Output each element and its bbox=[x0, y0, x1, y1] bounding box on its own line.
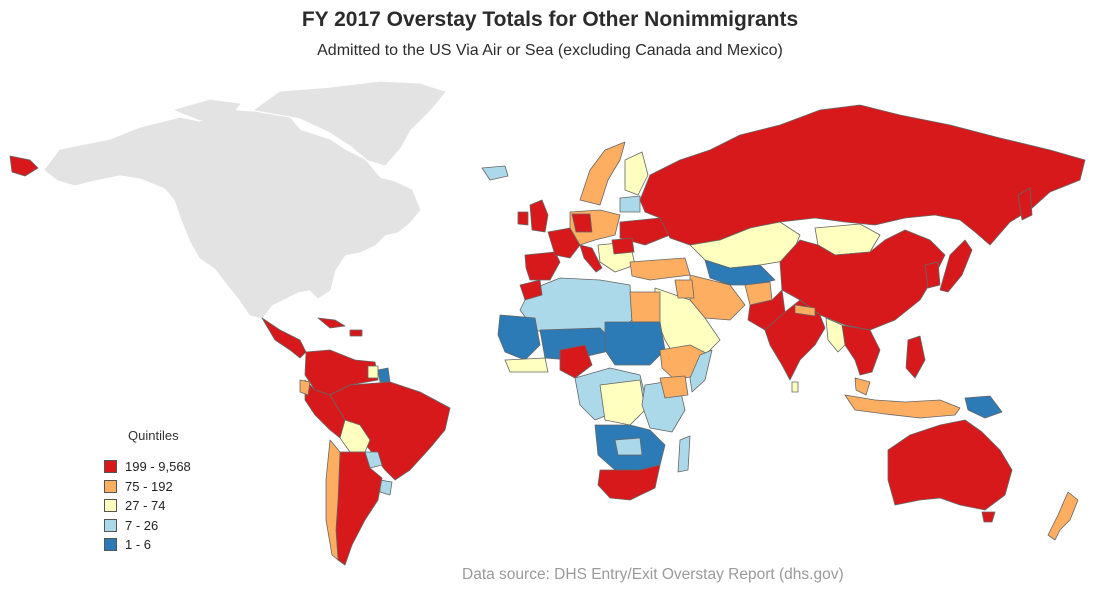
data-source-note: Data source: DHS Entry/Exit Overstay Rep… bbox=[462, 566, 844, 583]
legend-label: 199 - 9,568 bbox=[125, 459, 191, 475]
region-uk bbox=[529, 199, 549, 233]
region-guyana bbox=[377, 367, 391, 383]
legend-title: Quintiles bbox=[128, 428, 179, 443]
map-countries bbox=[9, 81, 1086, 566]
region-sri-lanka bbox=[791, 381, 799, 393]
region-scandinavia bbox=[579, 141, 626, 206]
region-sakhalin bbox=[1017, 187, 1033, 221]
region-morocco bbox=[519, 279, 543, 301]
region-ecuador bbox=[299, 379, 311, 396]
region-drc bbox=[599, 379, 646, 426]
region-southeast-asia bbox=[839, 324, 881, 376]
region-iberia bbox=[524, 251, 561, 281]
region-baltic bbox=[619, 195, 641, 213]
legend-swatch bbox=[104, 538, 117, 552]
region-alaska-russia-tip bbox=[9, 155, 39, 177]
region-indonesia bbox=[844, 394, 961, 419]
region-north-america bbox=[44, 109, 421, 319]
legend-item: 27 - 74 bbox=[104, 496, 254, 516]
legend-label: 27 - 74 bbox=[125, 498, 166, 514]
region-romania bbox=[611, 237, 635, 255]
legend-label: 75 - 192 bbox=[125, 478, 173, 494]
region-egypt bbox=[629, 291, 661, 323]
region-italy bbox=[579, 244, 603, 273]
region-australia bbox=[887, 419, 1013, 511]
region-turkey bbox=[629, 257, 691, 281]
region-philippines bbox=[905, 335, 926, 379]
region-south-africa bbox=[597, 464, 661, 501]
region-chile bbox=[325, 439, 341, 561]
region-somalia bbox=[689, 349, 713, 393]
region-greenland bbox=[254, 81, 446, 166]
region-argentina bbox=[335, 451, 383, 566]
legend: Quintiles 199 - 9,568 75 - 192 27 - 74 7… bbox=[104, 428, 254, 555]
map-title: FY 2017 Overstay Totals for Other Nonimm… bbox=[301, 8, 799, 31]
region-west-africa bbox=[497, 314, 541, 361]
region-canada-islands bbox=[174, 99, 241, 121]
region-central-america bbox=[261, 317, 307, 359]
region-japan bbox=[939, 239, 973, 293]
legend-label: 7 - 26 bbox=[125, 517, 159, 533]
region-tasmania bbox=[981, 511, 996, 523]
region-malaysia bbox=[854, 377, 871, 396]
map-subtitle: Admitted to the US Via Air or Sea (exclu… bbox=[317, 42, 783, 59]
region-zambia bbox=[614, 437, 643, 456]
region-ghana-coast bbox=[504, 357, 549, 373]
region-nigeria bbox=[559, 344, 593, 379]
region-india bbox=[764, 299, 826, 381]
legend-swatch bbox=[104, 479, 117, 493]
region-png bbox=[964, 395, 1003, 419]
region-new-zealand bbox=[1047, 491, 1079, 541]
legend-swatch bbox=[104, 518, 117, 532]
region-caribbean bbox=[317, 317, 346, 329]
legend-label: 1 - 6 bbox=[125, 537, 152, 553]
region-uruguay bbox=[379, 479, 393, 496]
region-russia bbox=[639, 104, 1086, 246]
region-nepal bbox=[794, 304, 816, 317]
region-madagascar bbox=[677, 435, 691, 473]
region-ireland bbox=[517, 211, 529, 226]
legend-item: 199 - 9,568 bbox=[104, 457, 254, 477]
region-suriname bbox=[367, 365, 379, 379]
legend-item: 1 - 6 bbox=[104, 535, 254, 555]
region-france bbox=[547, 227, 581, 259]
region-korea bbox=[924, 261, 941, 289]
legend-item: 75 - 192 bbox=[104, 477, 254, 497]
region-kenya bbox=[659, 375, 689, 399]
region-caribbean-2 bbox=[349, 329, 363, 337]
region-finland bbox=[624, 151, 649, 196]
region-germany bbox=[571, 213, 593, 233]
legend-item: 7 - 26 bbox=[104, 516, 254, 536]
region-ukraine bbox=[619, 217, 671, 246]
region-myanmar bbox=[825, 317, 846, 353]
region-iceland bbox=[481, 165, 509, 181]
region-iraq bbox=[674, 279, 695, 299]
legend-swatch bbox=[104, 499, 117, 513]
region-sudan bbox=[604, 321, 666, 366]
legend-swatch bbox=[104, 460, 117, 474]
